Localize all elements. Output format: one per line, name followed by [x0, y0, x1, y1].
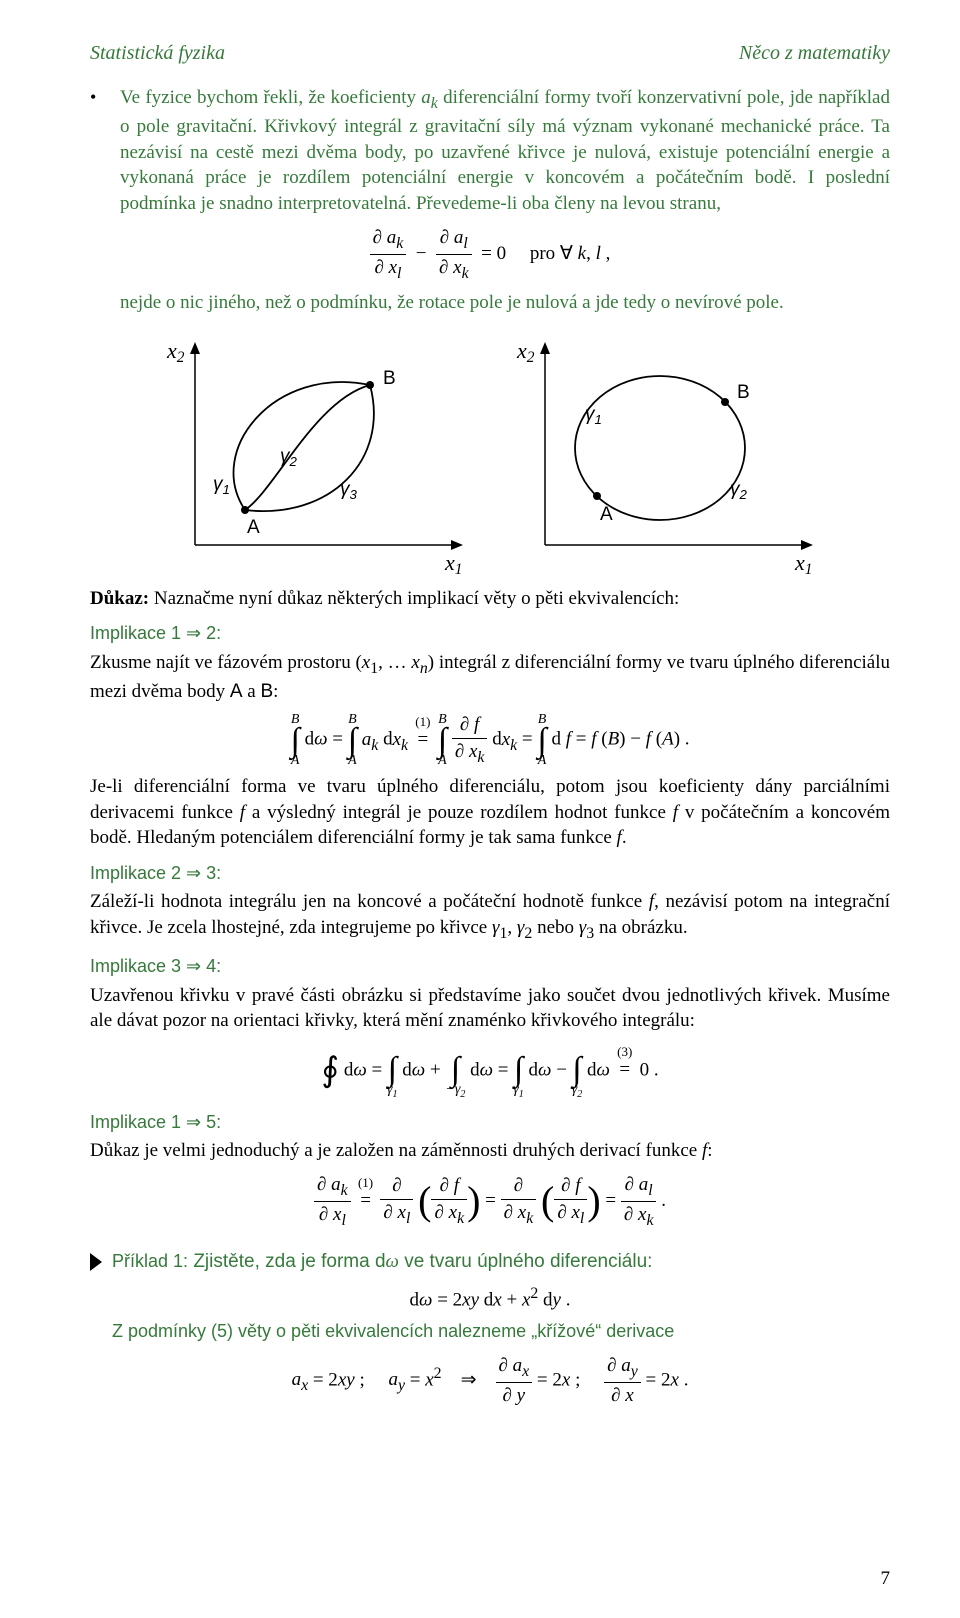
bullet-paragraph: Ve fyzice bychom řekli, že koeficienty a… [90, 85, 890, 217]
svg-text:B: B [737, 382, 750, 403]
impl-3-4-heading: Implikace 3 ⇒ 4: [90, 954, 890, 978]
page-number: 7 [881, 1566, 891, 1592]
header-right: Něco z matematiky [739, 40, 890, 67]
impl-1-2-text: Zkusme najít ve fázovém prostoru (x1, … … [90, 650, 890, 705]
example-icon [90, 1249, 112, 1271]
proof-intro: Důkaz: Naznačme nyní důkaz některých imp… [90, 586, 890, 612]
example-label: Příklad 1: [112, 1251, 188, 1271]
svg-text:γ2: γ2 [730, 479, 748, 502]
svg-text:γ3: γ3 [340, 479, 358, 502]
equation-integral-AB: B∫A dω = B∫A ak dxk (1)= B∫A ∂ f∂ xk dxk… [90, 712, 890, 768]
equation-rotor-zero: ∂ ak∂ xl − ∂ al∂ xk = 0 pro ∀ k, l , [90, 225, 890, 284]
svg-text:x1: x1 [444, 550, 462, 578]
equation-closed-loop: ∮ dω = ∫γ1 dω + ∫−γ2 dω = ∫γ1 dω − ∫γ2 d… [90, 1042, 890, 1100]
fig-left-A: A [247, 517, 260, 538]
figure-row: A B γ1 γ2 γ3 x1 x2 A B γ1 γ2 x1 x2 [90, 330, 890, 580]
svg-text:x1: x1 [794, 550, 812, 578]
svg-text:A: A [600, 504, 613, 525]
impl-1-5-heading: Implikace 1 ⇒ 5: [90, 1110, 890, 1134]
figure-right: A B γ1 γ2 x1 x2 [505, 330, 825, 580]
impl-1-5-text: Důkaz je velmi jednoduchý a je založen n… [90, 1138, 890, 1164]
after-eq1-text: nejde o nic jiného, než o podmínku, že r… [120, 290, 890, 316]
bullet-marker [90, 85, 120, 110]
impl-3-4-text: Uzavřenou křivku v pravé části obrázku s… [90, 983, 890, 1034]
figure-left: A B γ1 γ2 γ3 x1 x2 [155, 330, 475, 580]
fig-left-B: B [383, 368, 396, 389]
bullet-text: Ve fyzice bychom řekli, že koeficienty a… [120, 87, 890, 214]
svg-text:x2: x2 [166, 338, 185, 366]
impl-2-3-text: Záleží-li hodnota integrálu jen na konco… [90, 889, 890, 944]
impl-1-2-heading: Implikace 1 ⇒ 2: [90, 621, 890, 645]
header-left: Statistická fyzika [90, 40, 225, 67]
svg-text:γ1: γ1 [213, 474, 230, 497]
example-1: Příklad 1: Zjistěte, zda je forma dω ve … [112, 1249, 890, 1275]
svg-text:γ1: γ1 [585, 404, 602, 427]
svg-text:x2: x2 [516, 338, 535, 366]
example-end-text: Z podmínky (5) věty o pěti ekvivalencích… [112, 1319, 890, 1343]
impl-2-3-heading: Implikace 2 ⇒ 3: [90, 861, 890, 885]
equation-cross-deriv: ax = 2xy ; ay = x2 ⇒ ∂ ax∂ y = 2x ; ∂ ay… [90, 1353, 890, 1409]
after-eq1-para: nejde o nic jiného, než o podmínku, že r… [90, 290, 890, 316]
equation-swap-deriv: ∂ ak∂ xl (1)= ∂∂ xl (∂ f∂ xk) = ∂∂ xk (∂… [90, 1172, 890, 1231]
equation-domega: dω = 2xy dx + x2 dy . [90, 1283, 890, 1313]
after-eq2-text: Je-li diferenciální forma ve tvaru úplné… [90, 774, 890, 851]
